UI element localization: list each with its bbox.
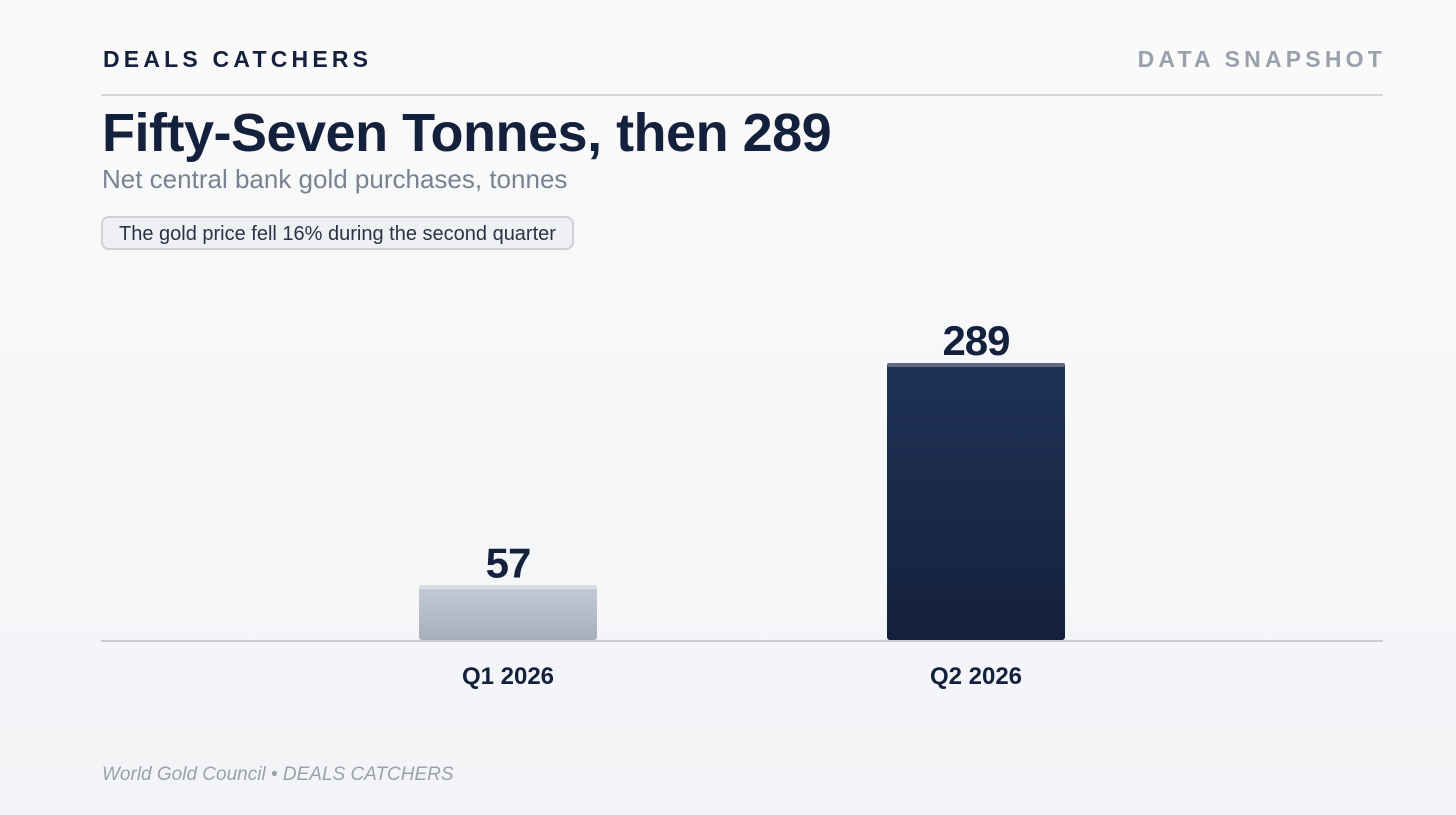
source-footnote: World Gold Council • DEALS CATCHERS [102, 764, 454, 785]
value-label: 289 [942, 317, 1009, 364]
bar-cap [419, 585, 597, 590]
annotation-badge: The gold price fell 16% during the secon… [101, 216, 574, 250]
section-tag: DATA SNAPSHOT [1137, 46, 1386, 72]
bar-q1-2026 [419, 585, 597, 640]
chart-title: Fifty-Seven Tonnes, then 289 [102, 103, 832, 163]
labels-group: 57 Q1 2026 289 Q2 2026 [462, 317, 1022, 690]
bar-q2-2026 [887, 363, 1065, 640]
brand-name: DEALS CATCHERS [103, 46, 373, 72]
category-label: Q1 2026 [462, 663, 554, 690]
header-divider [101, 94, 1383, 96]
category-label: Q2 2026 [930, 663, 1022, 690]
value-label: 57 [486, 539, 531, 586]
bar-cap [887, 363, 1065, 367]
bars-group [419, 363, 1065, 640]
chart-subtitle: Net central bank gold purchases, tonnes [102, 164, 568, 194]
